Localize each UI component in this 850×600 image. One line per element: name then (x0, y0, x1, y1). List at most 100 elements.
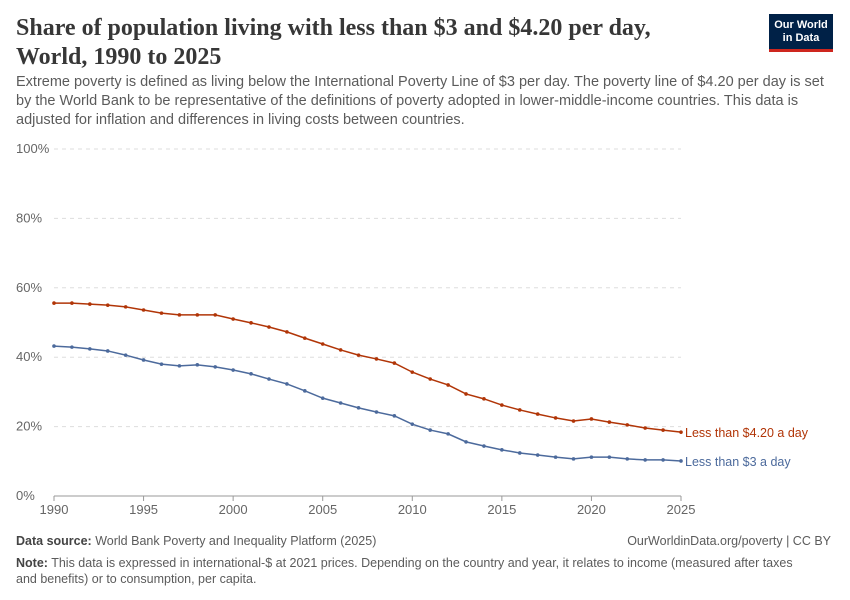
data-point (589, 455, 594, 459)
data-point (105, 303, 110, 307)
data-point (159, 311, 164, 315)
data-point (428, 377, 433, 381)
data-point (285, 382, 289, 386)
data-point (553, 455, 558, 459)
x-tick-label: 1995 (129, 502, 158, 517)
data-point (141, 308, 146, 312)
data-point (303, 336, 307, 340)
data-point (249, 372, 253, 376)
data-point (213, 313, 218, 317)
data-point (589, 417, 594, 421)
source-label: Data source: (16, 534, 92, 548)
data-point (446, 383, 450, 387)
data-point (410, 370, 415, 374)
data-point (643, 458, 647, 462)
data-point (625, 457, 630, 461)
data-point (392, 414, 397, 418)
data-point (105, 349, 110, 353)
data-point (338, 348, 343, 352)
data-point (177, 364, 182, 368)
data-point (571, 457, 576, 461)
data-point (535, 453, 540, 457)
data-point (428, 428, 433, 432)
note: Note: This data is expressed in internat… (16, 555, 816, 587)
data-point (285, 330, 289, 334)
data-point (679, 430, 683, 434)
chart-subtitle: Extreme poverty is defined as living bel… (16, 74, 824, 128)
data-point (195, 313, 200, 317)
data-point (607, 420, 612, 424)
x-tick-label: 2005 (308, 502, 337, 517)
data-point (356, 353, 361, 357)
data-point (88, 302, 92, 306)
data-point (374, 410, 379, 414)
data-point (338, 401, 343, 405)
data-point (159, 362, 164, 366)
data-point (123, 305, 128, 309)
data-point (500, 403, 504, 407)
data-point (607, 455, 612, 459)
data-point (267, 325, 271, 329)
data-point (231, 317, 235, 321)
data-point (356, 406, 361, 410)
data-point (553, 416, 558, 420)
y-tick-label: 20% (16, 419, 42, 434)
data-point (517, 408, 522, 412)
series-label: Less than $3 a day (685, 455, 791, 469)
data-point (500, 448, 504, 452)
y-tick-label: 0% (16, 488, 35, 503)
data-point (392, 361, 397, 365)
data-point (571, 419, 576, 423)
data-point (320, 342, 325, 346)
data-point (679, 459, 683, 463)
source-url[interactable]: OurWorldinData.org/poverty | CC BY (627, 534, 831, 548)
data-point (123, 353, 128, 357)
data-point (482, 397, 486, 401)
x-tick-label: 2015 (487, 502, 516, 517)
source-text: World Bank Poverty and Inequality Platfo… (95, 534, 377, 548)
data-point (643, 426, 647, 430)
data-point (70, 345, 74, 349)
data-point (213, 365, 218, 369)
data-source: Data source: World Bank Poverty and Ineq… (16, 533, 376, 549)
note-label: Note: (16, 556, 48, 570)
data-point (625, 423, 630, 427)
data-point (70, 301, 74, 305)
chart-title: Share of population living with less tha… (16, 15, 651, 70)
data-point (320, 396, 325, 400)
data-point (446, 432, 450, 436)
data-point (374, 357, 379, 361)
data-point (177, 313, 182, 317)
data-point (303, 389, 307, 393)
x-tick-label: 1990 (40, 502, 69, 517)
y-tick-label: 40% (16, 349, 42, 364)
y-tick-label: 80% (16, 210, 42, 225)
x-tick-label: 2000 (219, 502, 248, 517)
x-tick-label: 2025 (667, 502, 696, 517)
series-line (53, 345, 682, 462)
data-point (482, 444, 486, 448)
data-point (661, 458, 665, 462)
data-point (231, 368, 235, 372)
data-point (267, 377, 271, 381)
data-point (195, 363, 200, 367)
data-point (464, 392, 468, 396)
y-tick-label: 100% (16, 141, 50, 156)
y-tick-label: 60% (16, 280, 42, 295)
data-point (249, 321, 253, 325)
data-point (52, 344, 56, 348)
owid-logo[interactable]: Our World in Data (769, 14, 833, 52)
data-point (517, 451, 522, 455)
series-label: Less than $4.20 a day (685, 426, 809, 440)
data-point (88, 347, 92, 351)
x-tick-label: 2010 (398, 502, 427, 517)
data-point (52, 301, 56, 305)
data-point (661, 428, 665, 432)
data-point (464, 440, 468, 444)
data-point (535, 412, 540, 416)
x-tick-label: 2020 (577, 502, 606, 517)
data-point (141, 358, 146, 362)
data-point (410, 422, 415, 426)
